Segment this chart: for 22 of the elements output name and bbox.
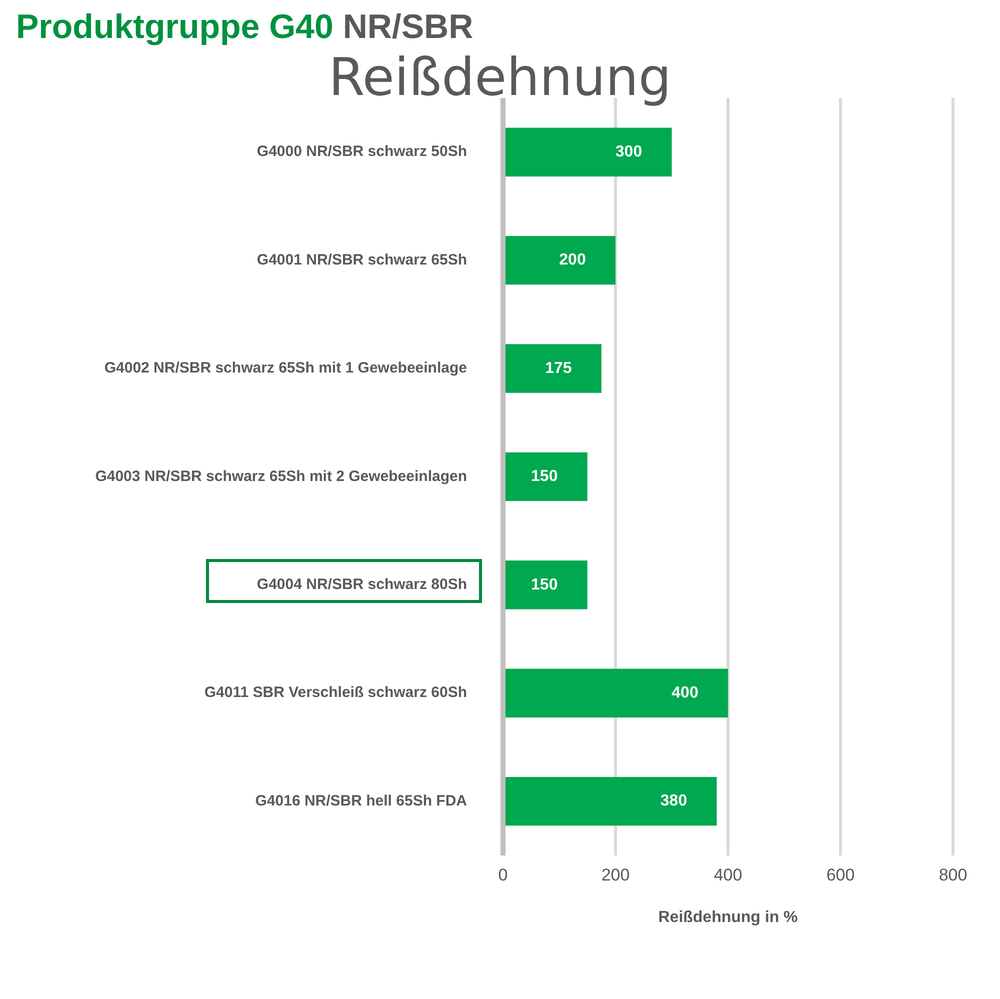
x-tick-label: 0 <box>498 865 508 884</box>
y-tick-label: G4001 NR/SBR schwarz 65Sh <box>256 251 467 268</box>
y-tick-label: G4003 NR/SBR schwarz 65Sh mit 2 Gewebeeinlagen <box>95 468 467 485</box>
y-tick-label: G4011 SBR Verschleiß schwarz 60Sh <box>204 684 467 702</box>
x-tick-label: 200 <box>601 865 630 884</box>
data-label: 200 <box>559 252 586 269</box>
data-label: 400 <box>672 684 698 702</box>
y-tick-label: G4004 NR/SBR schwarz 80Sh <box>256 576 467 594</box>
y-tick-label: G4002 NR/SBR schwarz 65Sh mit 1 Gewebeeinlage <box>104 360 467 377</box>
chart-title: Produktgruppe G40 NR/SBR <box>16 8 474 46</box>
data-label: 150 <box>531 468 558 486</box>
chart-subtitle: Reißdehnung <box>328 48 672 108</box>
data-label: 300 <box>615 144 642 161</box>
y-tick-label: G4000 NR/SBR schwarz 50Sh <box>256 143 467 160</box>
y-tick-label: G4016 NR/SBR hell 65Sh FDA <box>255 792 468 810</box>
data-label: 380 <box>660 792 688 810</box>
x-tick-label: 800 <box>938 865 968 884</box>
x-tick-label: 400 <box>714 865 742 884</box>
data-label: 175 <box>545 360 572 377</box>
x-tick-label: 600 <box>826 865 855 884</box>
x-axis-title: Reißdehnung in % <box>658 908 798 926</box>
data-label: 150 <box>531 576 558 594</box>
